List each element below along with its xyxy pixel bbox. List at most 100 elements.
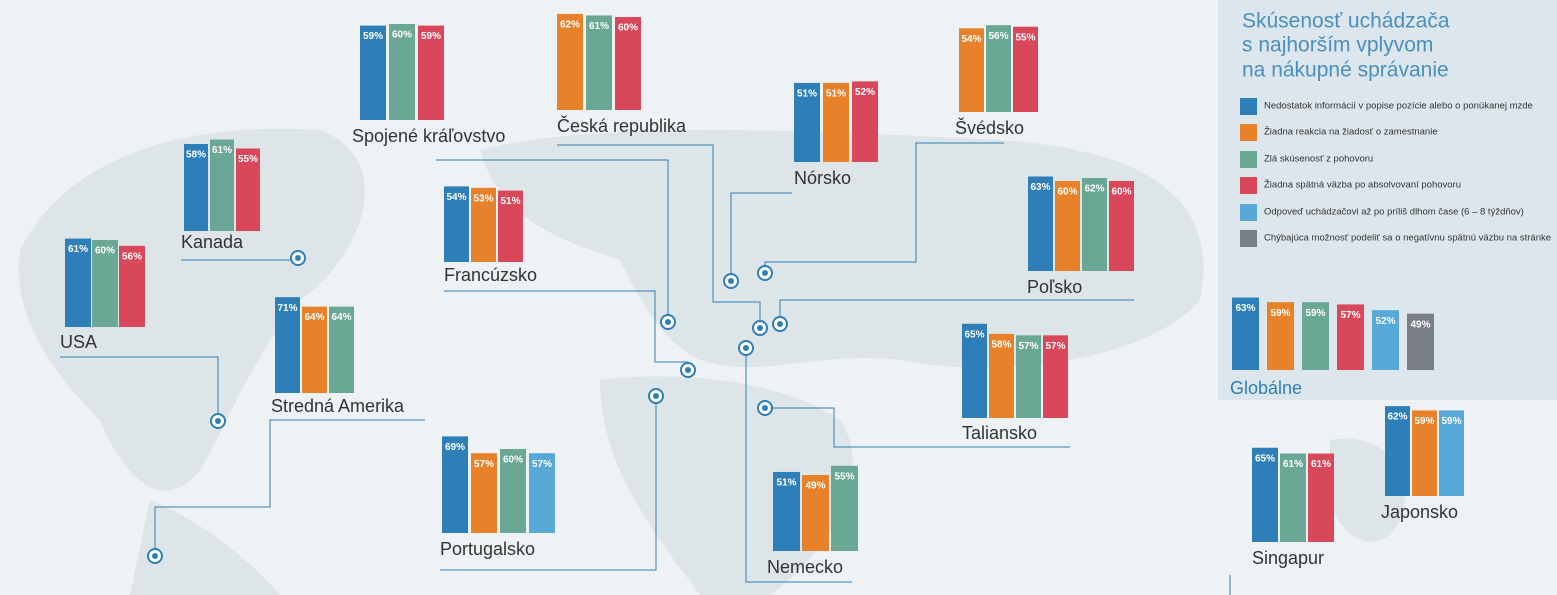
value-label: 65% bbox=[1255, 453, 1275, 464]
bar bbox=[802, 475, 829, 551]
location-pins bbox=[147, 250, 788, 564]
bar bbox=[500, 449, 526, 533]
bar bbox=[989, 333, 1014, 418]
value-label: 52% bbox=[1375, 316, 1395, 327]
bar bbox=[1407, 313, 1434, 370]
bar bbox=[959, 28, 984, 112]
legend-label: Žiadna spätná väzba po absolvovaní pohov… bbox=[1264, 180, 1461, 191]
legend-label: Žiadna reakcia na žiadosť o zamestnanie bbox=[1264, 127, 1438, 138]
bar bbox=[1280, 453, 1306, 542]
chart-title: Česká republika bbox=[557, 115, 687, 136]
value-label: 51% bbox=[776, 478, 796, 489]
bar bbox=[1302, 302, 1329, 370]
legend-swatch bbox=[1240, 98, 1257, 115]
chart-title: USA bbox=[60, 332, 97, 352]
bar bbox=[360, 25, 386, 121]
value-label: 60% bbox=[1057, 187, 1077, 198]
value-label: 54% bbox=[446, 192, 466, 203]
value-label: 55% bbox=[1015, 32, 1035, 43]
bar bbox=[852, 81, 878, 162]
chart-title: Nemecko bbox=[767, 557, 843, 577]
bar bbox=[1013, 26, 1038, 112]
value-label: 63% bbox=[1235, 303, 1255, 314]
continents bbox=[18, 128, 1406, 595]
value-label: 59% bbox=[1270, 308, 1290, 319]
value-label: 59% bbox=[1305, 308, 1325, 319]
value-label: 55% bbox=[238, 154, 258, 165]
bar bbox=[831, 465, 858, 551]
bar bbox=[962, 323, 987, 418]
chart-title: Francúzsko bbox=[444, 265, 537, 285]
bar bbox=[1109, 181, 1134, 271]
bar bbox=[557, 13, 583, 110]
value-label: 49% bbox=[805, 481, 825, 492]
bar bbox=[275, 297, 300, 393]
value-label: 59% bbox=[1414, 416, 1434, 427]
value-label: 57% bbox=[1045, 341, 1065, 352]
legend-swatch bbox=[1240, 204, 1257, 221]
bar bbox=[471, 187, 496, 262]
value-label: 61% bbox=[68, 244, 88, 255]
bar bbox=[1043, 335, 1068, 418]
bar bbox=[1372, 310, 1399, 370]
bar bbox=[986, 25, 1011, 113]
value-label: 58% bbox=[991, 340, 1011, 351]
chart-title: Stredná Amerika bbox=[271, 396, 405, 416]
bar bbox=[823, 82, 849, 162]
bar bbox=[442, 436, 468, 533]
legend-title: Skúsenosť uchádzača bbox=[1242, 10, 1450, 33]
bar bbox=[1055, 181, 1080, 271]
bar bbox=[1232, 297, 1259, 370]
value-label: 60% bbox=[503, 455, 523, 466]
bar bbox=[615, 17, 641, 110]
bar bbox=[65, 238, 91, 327]
bar bbox=[1439, 410, 1464, 496]
value-label: 62% bbox=[560, 20, 580, 31]
bar bbox=[92, 240, 118, 327]
legend-title: na nákupné správanie bbox=[1242, 59, 1449, 82]
chart-title: Portugalsko bbox=[440, 539, 535, 559]
value-label: 57% bbox=[532, 459, 552, 470]
value-label: 57% bbox=[1340, 310, 1360, 321]
value-label: 61% bbox=[212, 145, 232, 156]
value-label: 61% bbox=[1283, 459, 1303, 470]
legend-swatch bbox=[1240, 151, 1257, 168]
chart-title: Spojené kráľovstvo bbox=[352, 126, 505, 146]
value-label: 62% bbox=[1084, 184, 1104, 195]
bar bbox=[1308, 453, 1334, 542]
value-label: 57% bbox=[474, 459, 494, 470]
value-label: 69% bbox=[445, 442, 465, 453]
value-label: 58% bbox=[186, 150, 206, 161]
bar bbox=[389, 24, 415, 120]
value-label: 53% bbox=[473, 193, 493, 204]
bar bbox=[236, 148, 260, 231]
value-label: 61% bbox=[589, 21, 609, 32]
bar bbox=[773, 471, 800, 551]
bar bbox=[329, 306, 354, 393]
legend-label: Nedostatok informácií v popise pozície a… bbox=[1264, 101, 1533, 112]
bar bbox=[302, 306, 327, 393]
value-label: 51% bbox=[500, 196, 520, 207]
value-label: 62% bbox=[1387, 412, 1407, 423]
bar bbox=[1385, 406, 1410, 496]
value-label: 56% bbox=[988, 31, 1008, 42]
bar bbox=[794, 82, 820, 162]
bar bbox=[1028, 176, 1053, 271]
chart-title: Poľsko bbox=[1027, 277, 1082, 297]
chart-title: Singapur bbox=[1252, 548, 1324, 568]
legend-label: Odpoveď uchádzačovi až po príliš dlhom č… bbox=[1264, 207, 1524, 218]
chart-title: Švédsko bbox=[955, 117, 1024, 138]
bar bbox=[1267, 302, 1294, 370]
bar bbox=[1412, 410, 1437, 496]
value-label: 51% bbox=[826, 89, 846, 100]
value-label: 55% bbox=[834, 471, 854, 482]
bar bbox=[444, 186, 469, 262]
value-label: 52% bbox=[855, 87, 875, 98]
bar bbox=[1252, 447, 1278, 542]
bar bbox=[471, 453, 497, 533]
legend-label: Chýbajúca možnosť podeliť sa o negatívnu… bbox=[1264, 233, 1551, 244]
value-label: 60% bbox=[95, 246, 115, 257]
chart-title: Globálne bbox=[1230, 378, 1302, 398]
bar bbox=[1016, 335, 1041, 418]
legend-title: s najhorším vplyvom bbox=[1242, 34, 1433, 57]
